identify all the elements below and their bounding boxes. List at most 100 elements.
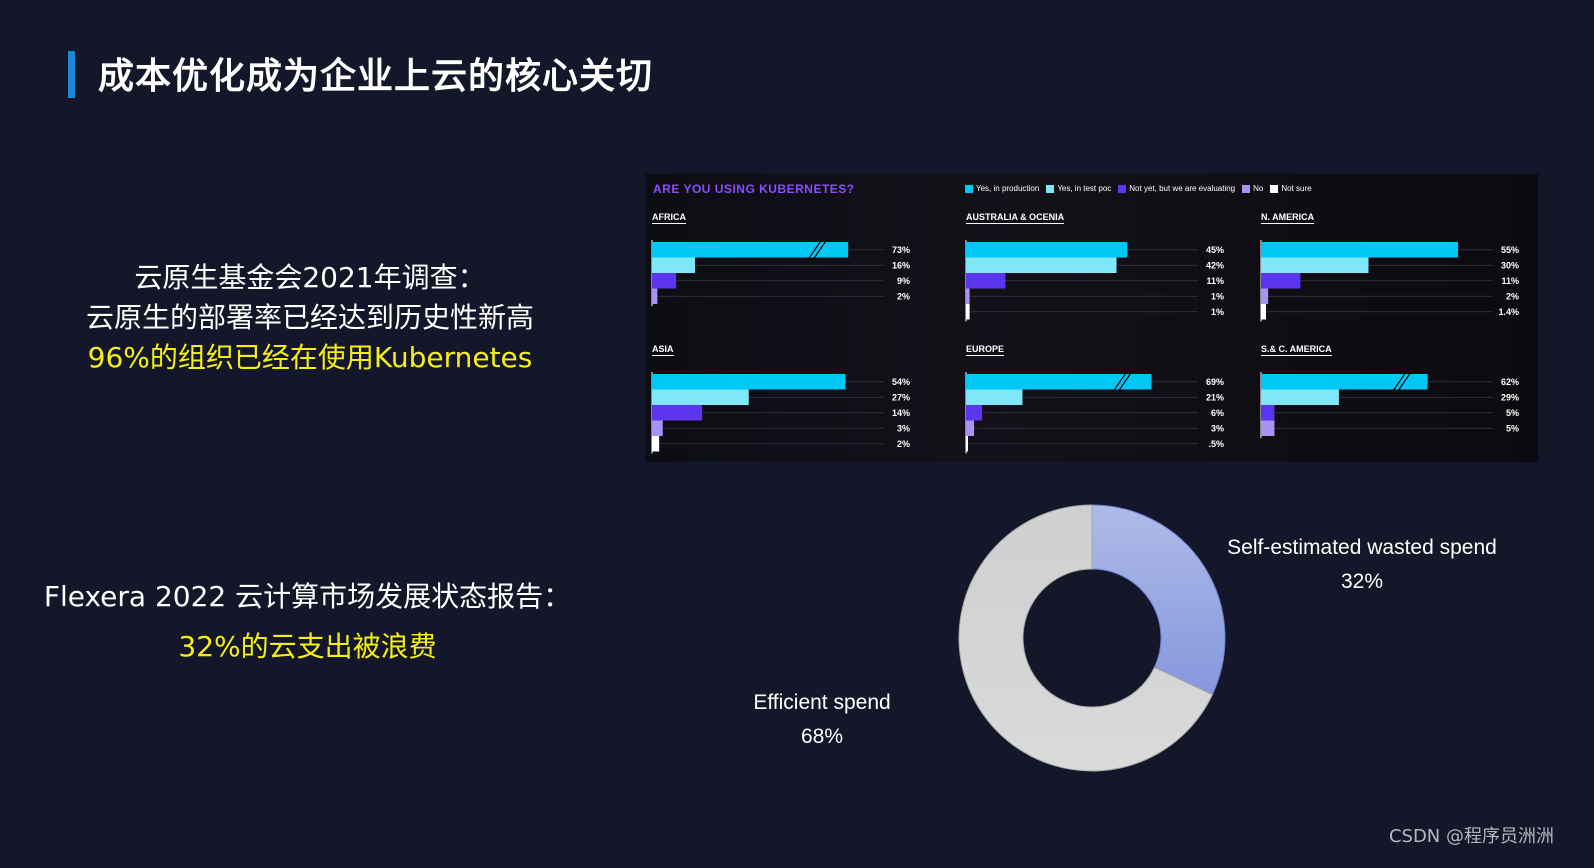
- region-bars: 73% 16% 9% 2%: [651, 240, 910, 306]
- region-asia: ASIA 54% 27% 14% 3% 2%: [651, 344, 912, 469]
- bar-value-label: 54%: [892, 377, 910, 387]
- cloud-spend-donut: [958, 504, 1226, 772]
- region-north-america: N. AMERICA 55% 30% 11% 2% 1.4%: [1260, 212, 1521, 337]
- legend-swatch: [1118, 184, 1127, 193]
- chart-legend: Yes, in production Yes, in test poc Not …: [965, 184, 1312, 193]
- donut-chart: [958, 504, 1226, 772]
- bar-value-label: 30%: [1501, 260, 1519, 270]
- survey-highlight: 96%的组织已经在使用Kubernetes: [87, 341, 533, 374]
- bar-value-label: 73%: [892, 245, 910, 255]
- legend-item-test-poc: Yes, in test poc: [1046, 184, 1111, 193]
- bar-value-label: 42%: [1206, 260, 1224, 270]
- region-bars: 54% 27% 14% 3% 2%: [651, 372, 910, 454]
- bar-value-label: 1%: [1211, 291, 1224, 301]
- bar: [1261, 242, 1459, 258]
- legend-swatch: [1046, 184, 1055, 193]
- region-bars: 62% 29% 5% 5%: [1260, 372, 1519, 438]
- bar: [1261, 405, 1275, 421]
- legend-label: Yes, in production: [976, 184, 1040, 193]
- bar: [966, 257, 1117, 273]
- axis-break-mark: [1397, 372, 1411, 391]
- efficient-spend-name: Efficient spend: [753, 691, 891, 714]
- flexera-line-1: Flexera 2022 云计算市场发展状态报告：: [43, 580, 572, 613]
- title-accent-bar: [68, 51, 75, 98]
- bar-value-label: 2%: [897, 439, 910, 449]
- region-south-central-america: S.& C. AMERICA 62% 29% 5% 5%: [1260, 344, 1521, 469]
- wasted-spend-value: 32%: [1340, 570, 1384, 593]
- bar-value-label: 62%: [1501, 377, 1519, 387]
- bar-value-label: 11%: [1501, 276, 1519, 286]
- region-name: AFRICA: [652, 212, 686, 224]
- region-bars: 69% 21% 6% 3% .5%: [965, 372, 1224, 454]
- bar: [966, 242, 1128, 258]
- region-bars: 55% 30% 11% 2% 1.4%: [1260, 240, 1519, 322]
- bar: [966, 374, 1152, 390]
- bar-value-label: 14%: [892, 408, 910, 418]
- bar-value-label: 5%: [1506, 423, 1519, 433]
- wasted-spend-label: Self-estimated wasted spend 32%: [1222, 531, 1502, 599]
- bar: [966, 273, 1006, 289]
- donut-slice-wasted: [1091, 504, 1226, 696]
- bar-value-label: 5%: [1506, 408, 1519, 418]
- bar: [966, 304, 970, 320]
- legend-label: No: [1253, 184, 1264, 193]
- bar: [1261, 304, 1267, 320]
- legend-label: Not sure: [1281, 184, 1312, 193]
- region-africa: AFRICA 73% 16% 9% 2%: [651, 212, 912, 337]
- legend-swatch: [1242, 184, 1251, 193]
- bar: [652, 288, 658, 304]
- bar: [652, 420, 663, 436]
- bar: [1261, 389, 1339, 405]
- bar: [966, 436, 968, 452]
- axis-break-mark: [1118, 372, 1132, 391]
- bar: [1261, 420, 1275, 436]
- axis-break-mark: [813, 240, 827, 259]
- watermark: CSDN @程序员洲洲: [1388, 826, 1554, 847]
- survey-line-1: 云原生基金会2021年调查：: [134, 261, 486, 294]
- wasted-spend-name: Self-estimated wasted spend: [1227, 536, 1497, 559]
- bar: [652, 436, 660, 452]
- bar: [966, 420, 975, 436]
- bar: [966, 288, 970, 304]
- legend-item-not-sure: Not sure: [1270, 184, 1312, 193]
- region-australia-oceania: AUSTRALIA & OCENIA 45% 42% 11% 1% 1%: [965, 212, 1226, 337]
- bar-value-label: 27%: [892, 392, 910, 402]
- bar-value-label: 55%: [1501, 245, 1519, 255]
- bar-value-label: 45%: [1206, 245, 1224, 255]
- bar-value-label: 3%: [1211, 423, 1224, 433]
- legend-label: Not yet, but we are evaluating: [1129, 184, 1236, 193]
- bar-value-label: 2%: [897, 291, 910, 301]
- region-bars: 45% 42% 11% 1% 1%: [965, 240, 1224, 322]
- bar: [652, 389, 749, 405]
- bar-value-label: 29%: [1501, 392, 1519, 402]
- bar-value-label: 1.4%: [1498, 307, 1519, 317]
- bar-value-label: 1%: [1211, 307, 1224, 317]
- kubernetes-usage-chart: ARE YOU USING KUBERNETES? Yes, in produc…: [645, 174, 1538, 462]
- bar: [652, 405, 703, 421]
- legend-label: Yes, in test poc: [1057, 184, 1112, 193]
- region-name: AUSTRALIA & OCENIA: [966, 212, 1065, 224]
- chart-title: ARE YOU USING KUBERNETES?: [653, 182, 855, 196]
- legend-item-evaluating: Not yet, but we are evaluating: [1118, 184, 1235, 193]
- bar: [1261, 257, 1369, 273]
- donut-slice-efficient: [958, 504, 1214, 772]
- bar-value-label: 16%: [892, 260, 910, 270]
- bar-value-label: 6%: [1211, 408, 1224, 418]
- bar-value-label: 21%: [1206, 392, 1224, 402]
- efficient-spend-value: 68%: [800, 725, 844, 748]
- region-name: ASIA: [652, 344, 674, 356]
- bar-value-label: 2%: [1506, 291, 1519, 301]
- bar: [1261, 374, 1428, 390]
- bar: [652, 242, 849, 258]
- axis-break-mark: [1113, 372, 1127, 391]
- efficient-spend-label: Efficient spend 68%: [742, 686, 902, 754]
- region-name: EUROPE: [966, 344, 1005, 356]
- bar: [966, 405, 983, 421]
- legend-item-production: Yes, in production: [965, 184, 1039, 193]
- region-europe: EUROPE 69% 21% 6% 3% .5%: [965, 344, 1226, 469]
- bar: [1261, 273, 1301, 289]
- flexera-report-text: Flexera 2022 云计算市场发展状态报告： 32%的云支出被浪费: [20, 572, 595, 672]
- legend-swatch: [1270, 184, 1279, 193]
- bar-value-label: .5%: [1208, 439, 1224, 449]
- bar: [652, 374, 846, 390]
